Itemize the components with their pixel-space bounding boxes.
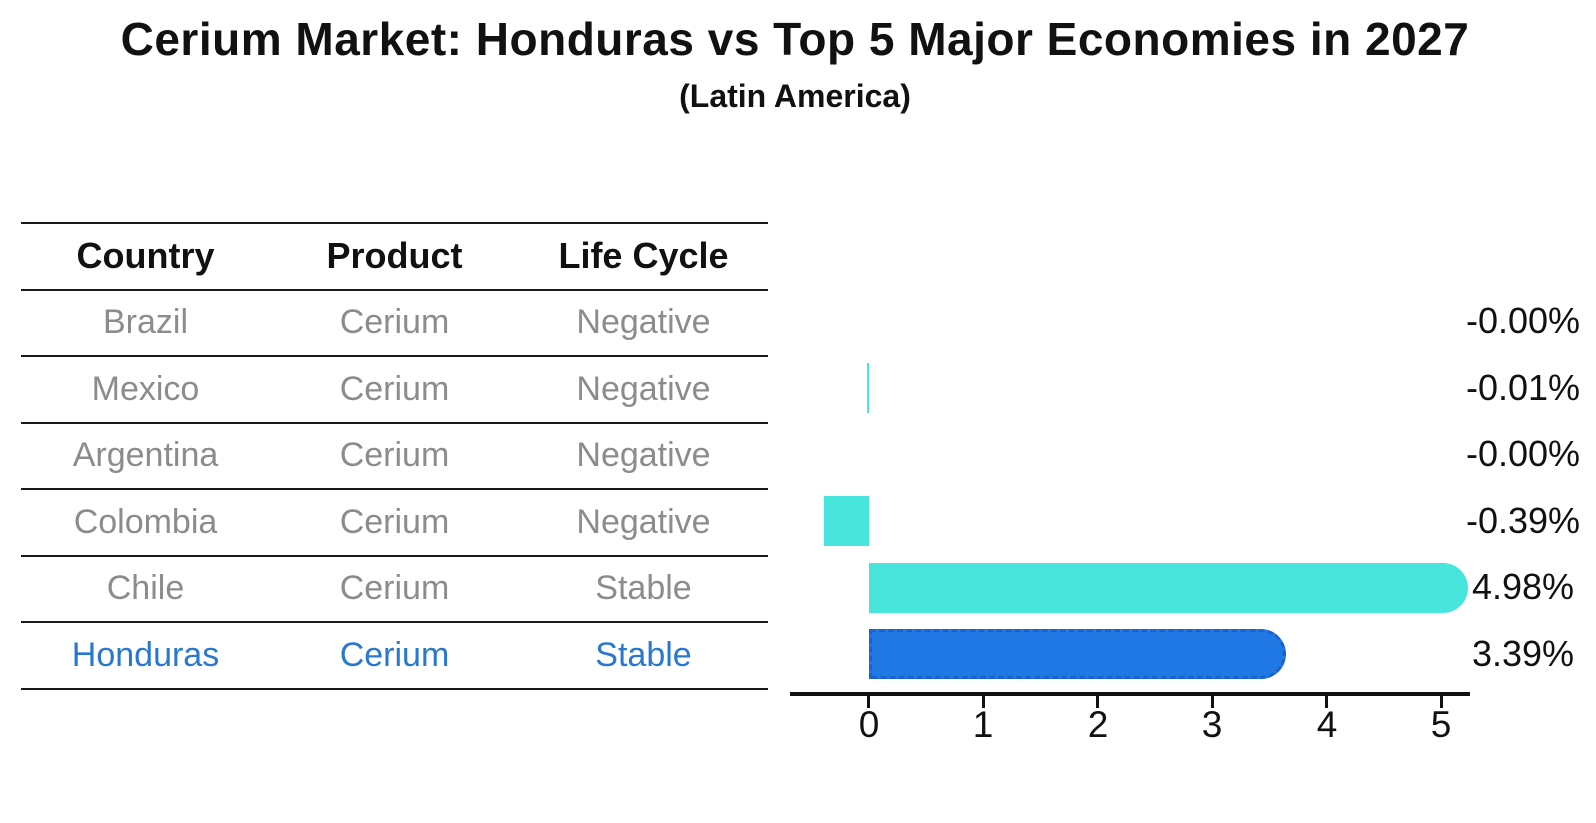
value-label-chile: 4.98% [1471, 566, 1575, 607]
table-header-row: Country Product Life Cycle [21, 224, 768, 291]
bar-mexico [867, 363, 869, 413]
bar-honduras [869, 629, 1286, 679]
bar-colombia [824, 496, 869, 546]
cell-product: Cerium [339, 635, 450, 674]
x-axis-tick-label: 4 [1316, 704, 1338, 745]
cell-product: Cerium [339, 502, 450, 541]
table-row: Mexico Cerium Negative [21, 357, 768, 424]
x-axis-line [790, 692, 1470, 696]
cell-country: Honduras [71, 635, 220, 674]
cell-life-cycle: Negative [576, 369, 711, 408]
x-axis-tick [1211, 696, 1214, 708]
x-axis-tick-label: 5 [1430, 704, 1452, 745]
x-axis-tick-label: 2 [1087, 704, 1109, 745]
x-axis-tick [1440, 696, 1443, 708]
value-label-mexico: -0.01% [1465, 367, 1581, 408]
cell-country: Colombia [73, 502, 218, 541]
table-row: Argentina Cerium Negative [21, 424, 768, 490]
cell-product: Cerium [339, 369, 450, 408]
cell-life-cycle: Stable [595, 569, 692, 608]
cell-product: Cerium [339, 569, 450, 608]
x-axis-tick [1325, 696, 1328, 708]
cell-country: Brazil [102, 303, 189, 342]
cell-life-cycle: Negative [576, 436, 711, 475]
column-header-life-cycle: Life Cycle [558, 235, 729, 277]
cell-country: Mexico [91, 369, 200, 408]
value-label-honduras: 3.39% [1471, 633, 1575, 674]
cell-life-cycle: Negative [576, 502, 711, 541]
x-axis-tick [867, 696, 870, 708]
table-row: Brazil Cerium Negative [21, 291, 768, 357]
value-label-argentina: -0.00% [1465, 433, 1581, 474]
cell-product: Cerium [339, 303, 450, 342]
x-axis-tick [1096, 696, 1099, 708]
cell-product: Cerium [339, 436, 450, 475]
cell-country: Chile [106, 569, 185, 608]
country-table: Country Product Life Cycle Brazil Cerium… [21, 222, 768, 690]
cell-life-cycle: Negative [576, 303, 711, 342]
value-label-brazil: -0.00% [1465, 300, 1581, 341]
chart-subtitle: (Latin America) [679, 78, 911, 114]
table-row: Chile Cerium Stable [21, 557, 768, 623]
value-label-colombia: -0.39% [1465, 500, 1581, 541]
cell-life-cycle: Stable [595, 635, 692, 674]
column-header-country: Country [76, 235, 215, 277]
bar-chile [869, 562, 1468, 613]
table-row: Colombia Cerium Negative [21, 490, 768, 557]
table-row-honduras-highlighted: Honduras Cerium Stable [21, 623, 768, 690]
x-axis-tick [982, 696, 985, 708]
x-axis-tick-label: 3 [1201, 704, 1223, 745]
column-header-product: Product [326, 235, 463, 277]
x-axis-tick-label: 0 [858, 704, 880, 745]
cell-country: Argentina [72, 436, 219, 475]
chart-title: Cerium Market: Honduras vs Top 5 Major E… [120, 13, 1470, 65]
x-axis-tick-label: 1 [972, 704, 994, 745]
